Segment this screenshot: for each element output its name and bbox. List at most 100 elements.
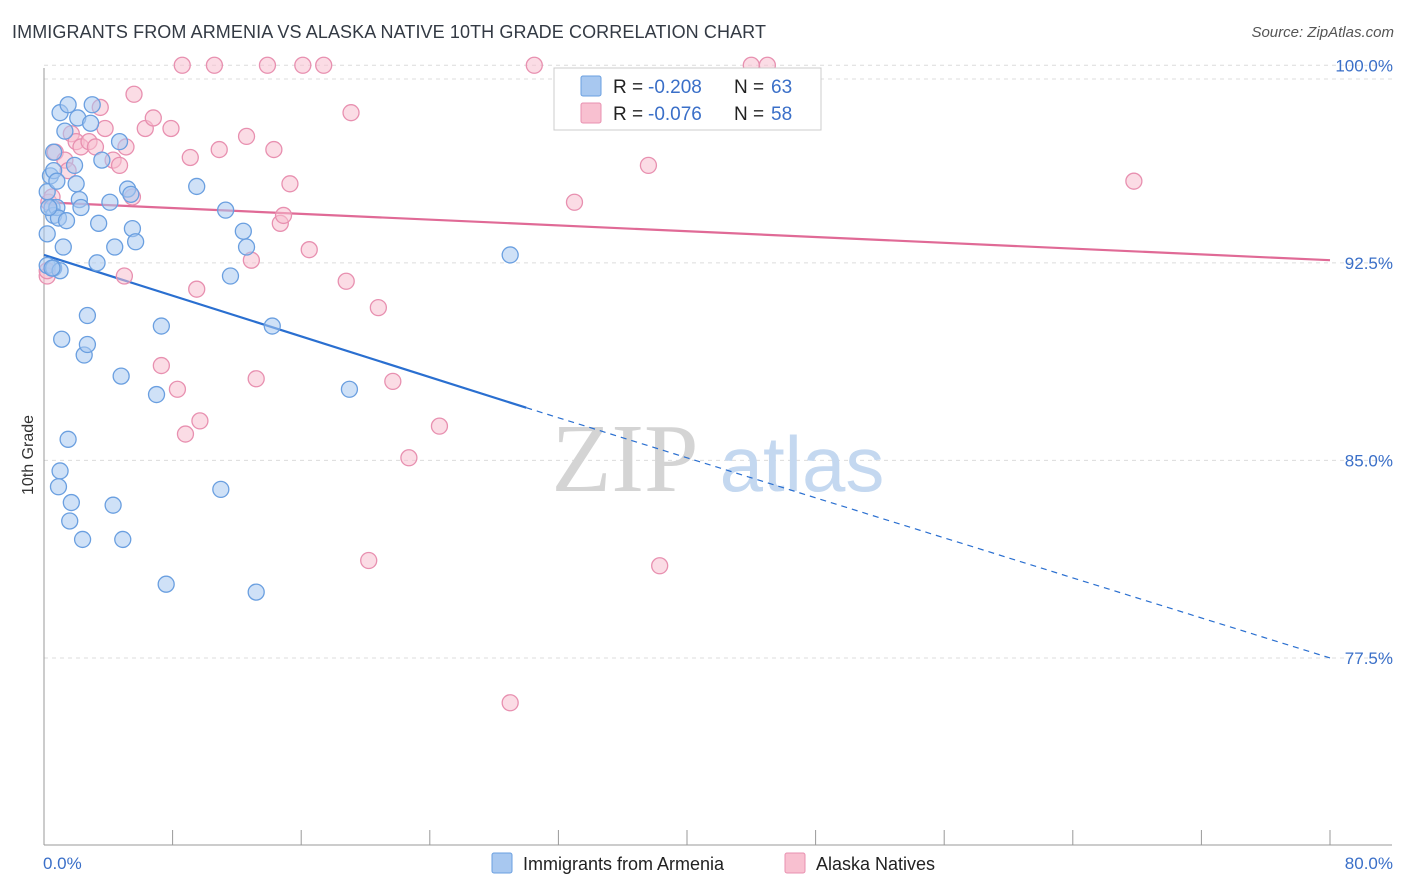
point-alaska-native	[162, 119, 180, 138]
point-armenia	[43, 259, 61, 277]
point-alaska-native	[173, 56, 191, 74]
point-armenia	[62, 493, 80, 512]
trend-line-armenia-extension	[526, 407, 1331, 659]
point-alaska-native	[294, 56, 312, 74]
legend-r-value: -0.076	[648, 104, 702, 125]
point-armenia	[83, 96, 101, 114]
point-alaska-native	[188, 280, 206, 298]
point-alaska-native	[110, 156, 129, 175]
point-alaska-native	[337, 272, 355, 290]
point-armenia	[152, 317, 170, 335]
point-armenia	[59, 96, 77, 114]
point-alaska-native	[639, 156, 658, 175]
point-alaska-native	[152, 356, 170, 375]
point-armenia	[104, 496, 122, 514]
y-axis-label: 10th Grade	[20, 415, 37, 495]
point-armenia	[122, 185, 140, 203]
axes	[43, 68, 1392, 846]
point-alaska-native	[525, 56, 543, 74]
point-alaska-native	[168, 380, 187, 398]
point-armenia	[53, 330, 71, 348]
bottom-legend: Immigrants from Armenia Alaska Natives	[491, 852, 935, 874]
grid-lines	[44, 64, 1392, 659]
watermark-atlas: atlas	[720, 420, 885, 508]
legend-r-label: R =	[613, 77, 643, 98]
point-alaska-native	[115, 267, 134, 285]
point-alaska-native	[96, 119, 114, 138]
point-armenia	[501, 246, 519, 264]
legend-swatch-pink	[580, 102, 602, 124]
point-armenia	[114, 530, 132, 549]
point-alaska-native	[274, 206, 293, 225]
point-armenia	[65, 156, 84, 175]
point-armenia	[112, 367, 130, 385]
point-armenia	[88, 254, 106, 272]
point-alaska-native	[651, 557, 669, 575]
point-alaska-native	[210, 140, 228, 159]
point-alaska-native	[281, 175, 299, 193]
legend-r-label: R =	[613, 104, 643, 125]
point-armenia	[56, 122, 74, 140]
point-alaska-native	[315, 56, 333, 74]
point-armenia	[340, 380, 359, 398]
x-tick-label: 0.0%	[43, 854, 82, 873]
point-armenia	[81, 114, 100, 132]
bottom-legend-label-armenia: Immigrants from Armenia	[523, 854, 725, 874]
y-tick-label: 77.5%	[1345, 649, 1393, 668]
legend-swatch-blue	[580, 75, 602, 97]
point-alaska-native	[191, 412, 209, 430]
point-alaska-native	[144, 109, 162, 127]
point-armenia	[78, 335, 97, 354]
bottom-legend-swatch-pink	[784, 852, 806, 874]
point-armenia	[59, 430, 77, 448]
bottom-legend-swatch-blue	[491, 852, 513, 874]
point-alaska-native	[205, 56, 224, 74]
point-armenia	[44, 143, 63, 161]
x-tick-label: 80.0%	[1345, 854, 1393, 873]
tick-labels: 77.5% 85.0% 92.5% 100.0% 0.0% 80.0%	[43, 56, 1393, 873]
point-armenia	[78, 306, 97, 325]
data-points	[38, 56, 1143, 712]
legend-box: R = -0.208 N = 63 R = -0.076 N = 58	[553, 67, 822, 131]
watermark-zip: ZIP	[552, 405, 699, 513]
point-armenia	[40, 198, 58, 217]
point-armenia	[101, 193, 119, 211]
point-alaska-native	[258, 56, 277, 74]
point-armenia	[61, 512, 79, 530]
legend-n-label: N =	[734, 104, 764, 125]
point-armenia	[234, 222, 252, 240]
point-alaska-native	[369, 298, 388, 317]
point-alaska-native	[237, 127, 256, 146]
point-armenia	[221, 267, 240, 285]
point-armenia	[51, 462, 69, 480]
point-alaska-native	[384, 372, 402, 391]
point-armenia	[73, 530, 92, 549]
y-tick-label: 92.5%	[1345, 254, 1393, 273]
point-alaska-native	[265, 140, 283, 159]
point-armenia	[212, 480, 230, 499]
point-armenia	[93, 151, 111, 169]
point-armenia	[57, 212, 76, 230]
legend-r-value: -0.208	[648, 77, 702, 98]
point-armenia	[157, 575, 175, 593]
point-alaska-native	[1125, 172, 1143, 190]
point-armenia	[67, 175, 85, 193]
bottom-legend-label-alaska: Alaska Natives	[816, 854, 935, 874]
legend-n-value: 58	[771, 104, 792, 125]
trend-line-alaska-native	[43, 201, 1331, 262]
point-alaska-native	[360, 551, 378, 570]
point-armenia	[38, 225, 56, 243]
point-alaska-native	[565, 193, 584, 211]
point-alaska-native	[125, 85, 143, 103]
point-armenia	[237, 238, 256, 256]
legend-n-label: N =	[734, 77, 764, 98]
point-alaska-native	[181, 148, 199, 167]
point-armenia	[188, 177, 206, 196]
point-alaska-native	[342, 104, 360, 122]
point-armenia	[54, 238, 72, 256]
chart-title: IMMIGRANTS FROM ARMENIA VS ALASKA NATIVE…	[12, 22, 767, 42]
point-armenia	[48, 172, 66, 190]
point-armenia	[216, 201, 235, 219]
y-tick-label: 85.0%	[1345, 451, 1393, 470]
point-armenia	[72, 198, 90, 217]
